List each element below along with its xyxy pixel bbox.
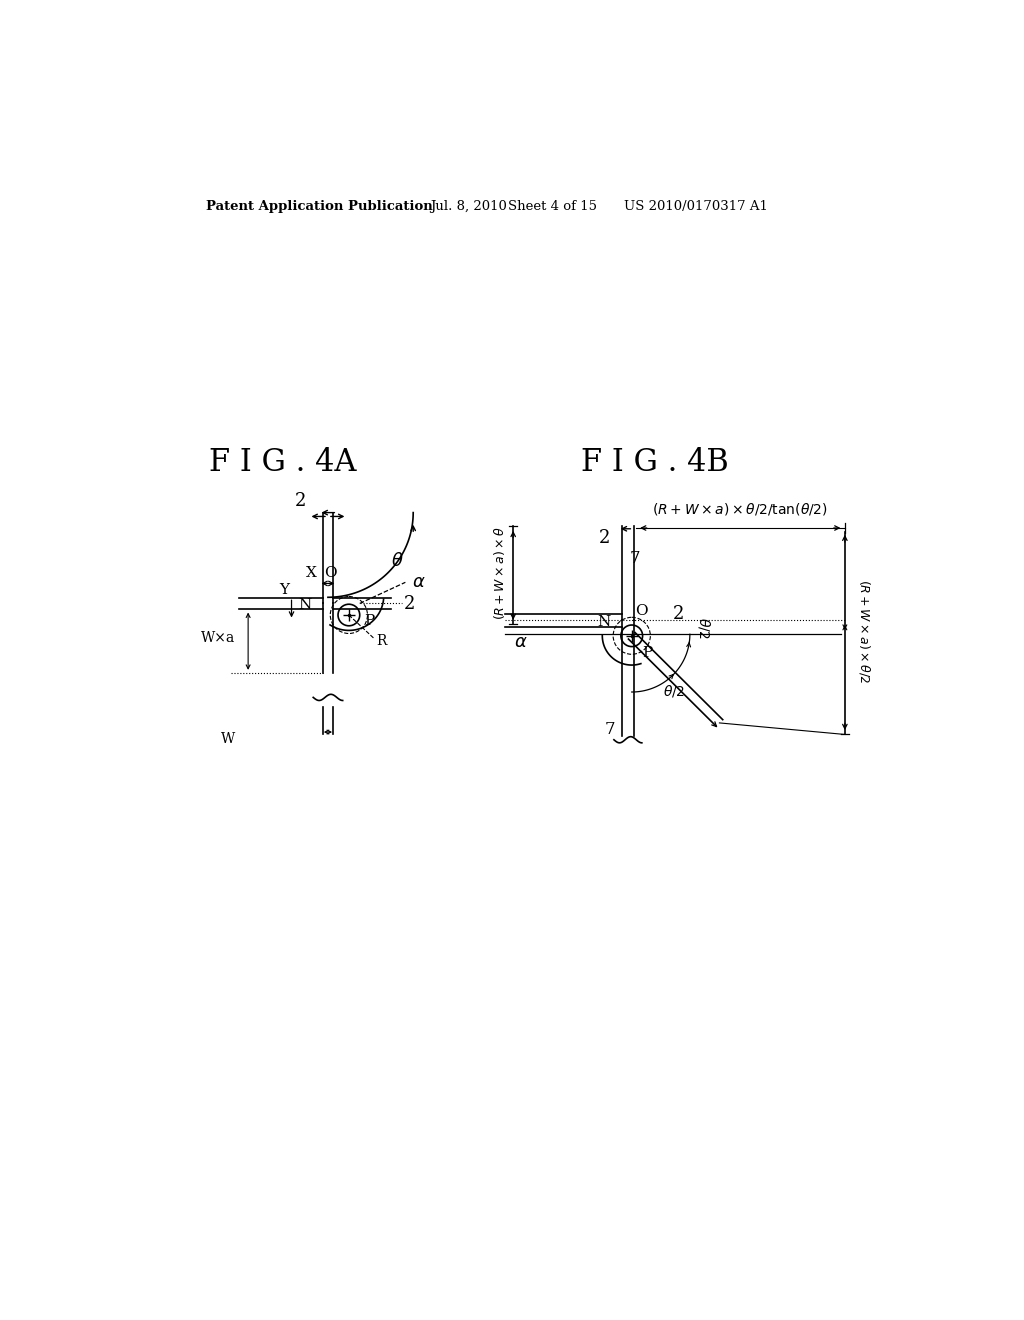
Text: US 2010/0170317 A1: US 2010/0170317 A1 — [624, 199, 768, 213]
Text: $\theta /2$: $\theta /2$ — [664, 682, 685, 698]
Text: 2: 2 — [295, 492, 306, 510]
Text: 2: 2 — [673, 606, 684, 623]
Text: 2: 2 — [403, 595, 416, 614]
Text: $(R+W\times a)\times\theta /2/\tan(\theta /2)$: $(R+W\times a)\times\theta /2/\tan(\thet… — [651, 502, 827, 517]
Text: Y: Y — [279, 582, 289, 597]
Text: X: X — [305, 566, 316, 579]
Text: $\alpha$: $\alpha$ — [412, 573, 425, 591]
Text: 7: 7 — [605, 721, 615, 738]
Text: F I G . 4A: F I G . 4A — [209, 447, 356, 478]
Text: 7: 7 — [630, 549, 640, 566]
Text: F I G . 4B: F I G . 4B — [582, 447, 729, 478]
Text: $(R+W\times a)\times\theta /2$: $(R+W\times a)\times\theta /2$ — [857, 579, 872, 684]
Text: P: P — [365, 614, 375, 628]
Text: O: O — [636, 605, 648, 618]
Text: P: P — [643, 645, 653, 660]
Text: $\theta /2$: $\theta /2$ — [696, 616, 712, 639]
Text: Patent Application Publication: Patent Application Publication — [206, 199, 432, 213]
Text: N: N — [598, 615, 611, 628]
Text: Jul. 8, 2010: Jul. 8, 2010 — [430, 199, 507, 213]
Text: W: W — [221, 733, 234, 746]
Text: O: O — [324, 566, 337, 579]
Text: 2: 2 — [599, 529, 610, 546]
Text: R: R — [377, 634, 387, 648]
Text: $(R+W\times a)\times\theta$: $(R+W\times a)\times\theta$ — [492, 527, 507, 620]
Text: $\alpha$: $\alpha$ — [514, 634, 527, 651]
Text: W×a: W×a — [201, 631, 234, 645]
Text: N: N — [298, 598, 311, 612]
Text: Sheet 4 of 15: Sheet 4 of 15 — [508, 199, 597, 213]
Text: $\theta$: $\theta$ — [391, 552, 403, 570]
